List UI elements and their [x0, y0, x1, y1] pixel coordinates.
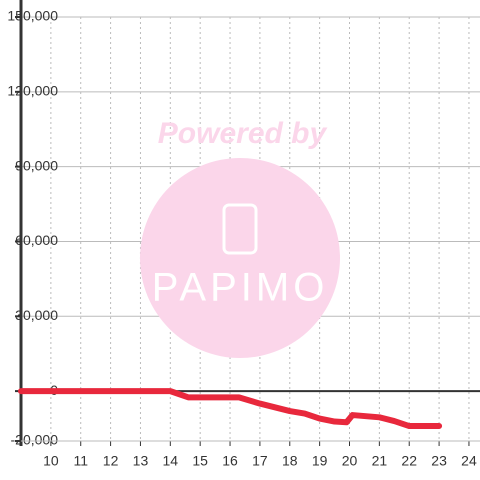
x-tick-label: 12 [103, 453, 119, 469]
watermark-circle [140, 158, 340, 358]
x-tick-label: 15 [192, 453, 208, 469]
y-tick-label: 60,000 [15, 232, 58, 248]
x-tick-label: 10 [43, 453, 59, 469]
x-tick-label: 22 [401, 453, 417, 469]
x-tick-label: 18 [282, 453, 298, 469]
x-tick-label: 16 [222, 453, 238, 469]
x-tick-label: 21 [372, 453, 388, 469]
watermark-text: Powered by [158, 117, 328, 150]
watermark-logo: PAPIMO [152, 266, 329, 310]
x-tick-label: 13 [133, 453, 149, 469]
x-tick-label: 11 [73, 453, 88, 469]
data-line [18, 388, 443, 430]
y-tick-label: 90,000 [15, 157, 58, 173]
x-tick-label: 24 [461, 453, 477, 469]
x-tick-label: 14 [163, 453, 179, 469]
x-tick-label: 23 [431, 453, 447, 469]
x-tick-label: 17 [252, 453, 268, 469]
y-tick-label: 120,000 [7, 83, 58, 99]
x-tick-label: 20 [342, 453, 358, 469]
y-tick-label: 30,000 [15, 307, 58, 323]
y-tick-label: 150,000 [7, 8, 58, 24]
watermark-icon [222, 203, 258, 255]
x-tick-label: 19 [312, 453, 328, 469]
